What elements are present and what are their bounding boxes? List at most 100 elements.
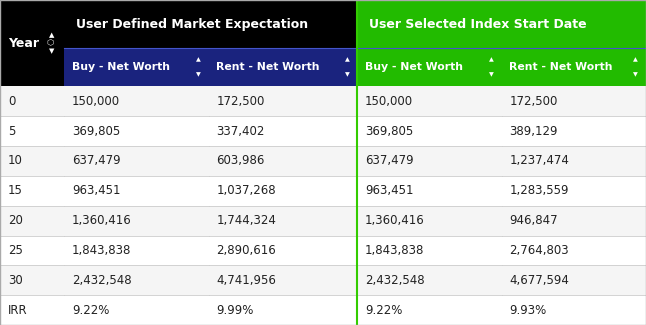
Text: ▼: ▼ xyxy=(489,72,494,77)
Text: 10: 10 xyxy=(8,154,23,167)
Bar xyxy=(0,0,64,86)
Text: 25: 25 xyxy=(8,244,23,257)
Bar xyxy=(0,176,64,206)
Text: 150,000: 150,000 xyxy=(365,95,413,108)
Text: Rent - Net Worth: Rent - Net Worth xyxy=(510,62,613,72)
Text: 389,129: 389,129 xyxy=(510,125,558,138)
Text: 637,479: 637,479 xyxy=(72,154,121,167)
Text: 0: 0 xyxy=(8,95,15,108)
Text: ▲: ▲ xyxy=(633,58,638,63)
Bar xyxy=(209,146,357,176)
Bar xyxy=(502,48,646,86)
Bar xyxy=(357,236,502,265)
Bar xyxy=(0,236,64,265)
Bar xyxy=(502,265,646,295)
Bar xyxy=(209,236,357,265)
Text: 1,360,416: 1,360,416 xyxy=(365,214,425,227)
Text: ▲: ▲ xyxy=(48,32,54,38)
Bar xyxy=(0,265,64,295)
Bar xyxy=(64,265,209,295)
Text: 1,360,416: 1,360,416 xyxy=(72,214,132,227)
Bar xyxy=(209,265,357,295)
Text: ▼: ▼ xyxy=(344,72,349,77)
Text: 9.22%: 9.22% xyxy=(72,304,109,317)
Text: ▲: ▲ xyxy=(489,58,494,63)
Text: 963,451: 963,451 xyxy=(72,184,120,197)
Text: User Selected Index Start Date: User Selected Index Start Date xyxy=(369,18,587,31)
Text: 4,677,594: 4,677,594 xyxy=(510,274,569,287)
Bar xyxy=(64,48,209,86)
Text: 1,237,474: 1,237,474 xyxy=(510,154,569,167)
Text: 369,805: 369,805 xyxy=(365,125,413,138)
Text: 15: 15 xyxy=(8,184,23,197)
Text: User Defined Market Expectation: User Defined Market Expectation xyxy=(76,18,308,31)
Bar xyxy=(357,265,502,295)
Bar xyxy=(502,176,646,206)
Bar xyxy=(502,146,646,176)
Text: IRR: IRR xyxy=(8,304,27,317)
Bar xyxy=(502,86,646,116)
Bar xyxy=(357,86,502,116)
Text: 369,805: 369,805 xyxy=(72,125,120,138)
Bar xyxy=(0,146,64,176)
Text: 637,479: 637,479 xyxy=(365,154,413,167)
Text: ⬡: ⬡ xyxy=(47,39,54,48)
Bar xyxy=(64,236,209,265)
Text: 1,843,838: 1,843,838 xyxy=(72,244,131,257)
Text: 946,847: 946,847 xyxy=(510,214,558,227)
Bar xyxy=(209,176,357,206)
Text: 20: 20 xyxy=(8,214,23,227)
Bar xyxy=(0,206,64,236)
Bar xyxy=(502,236,646,265)
Bar xyxy=(502,206,646,236)
Text: 1,843,838: 1,843,838 xyxy=(365,244,424,257)
Bar xyxy=(209,295,357,325)
Text: 603,986: 603,986 xyxy=(216,154,265,167)
Text: 30: 30 xyxy=(8,274,23,287)
Text: 1,037,268: 1,037,268 xyxy=(216,184,276,197)
Text: ▼: ▼ xyxy=(48,48,54,54)
Text: Buy - Net Worth: Buy - Net Worth xyxy=(365,62,463,72)
Text: Buy - Net Worth: Buy - Net Worth xyxy=(72,62,170,72)
Bar xyxy=(209,86,357,116)
Bar xyxy=(357,176,502,206)
Bar xyxy=(209,116,357,146)
Bar xyxy=(502,295,646,325)
Text: ▼: ▼ xyxy=(633,72,638,77)
Text: 150,000: 150,000 xyxy=(72,95,120,108)
Bar xyxy=(64,176,209,206)
Bar xyxy=(357,48,502,86)
Text: ▼: ▼ xyxy=(196,72,200,77)
Bar xyxy=(357,206,502,236)
Text: ▲: ▲ xyxy=(196,58,200,63)
Bar xyxy=(0,86,64,116)
Text: 9.22%: 9.22% xyxy=(365,304,402,317)
Bar xyxy=(64,0,357,48)
Bar xyxy=(64,146,209,176)
Text: 2,432,548: 2,432,548 xyxy=(72,274,132,287)
Text: 4,741,956: 4,741,956 xyxy=(216,274,276,287)
Bar xyxy=(64,206,209,236)
Bar xyxy=(0,295,64,325)
Bar xyxy=(357,146,502,176)
Bar xyxy=(64,295,209,325)
Text: 5: 5 xyxy=(8,125,15,138)
Text: 1,744,324: 1,744,324 xyxy=(216,214,276,227)
Bar xyxy=(209,48,357,86)
Text: 2,764,803: 2,764,803 xyxy=(510,244,569,257)
Text: 1,283,559: 1,283,559 xyxy=(510,184,569,197)
Text: Rent - Net Worth: Rent - Net Worth xyxy=(216,62,320,72)
Bar xyxy=(209,206,357,236)
Text: 172,500: 172,500 xyxy=(510,95,557,108)
Text: 337,402: 337,402 xyxy=(216,125,265,138)
Bar xyxy=(502,116,646,146)
Text: 2,890,616: 2,890,616 xyxy=(216,244,276,257)
Bar xyxy=(357,295,502,325)
Text: 9.99%: 9.99% xyxy=(216,304,254,317)
Bar xyxy=(357,116,502,146)
Text: 2,432,548: 2,432,548 xyxy=(365,274,424,287)
Text: ▲: ▲ xyxy=(344,58,349,63)
Bar xyxy=(0,116,64,146)
Bar xyxy=(357,0,646,48)
Text: 963,451: 963,451 xyxy=(365,184,413,197)
